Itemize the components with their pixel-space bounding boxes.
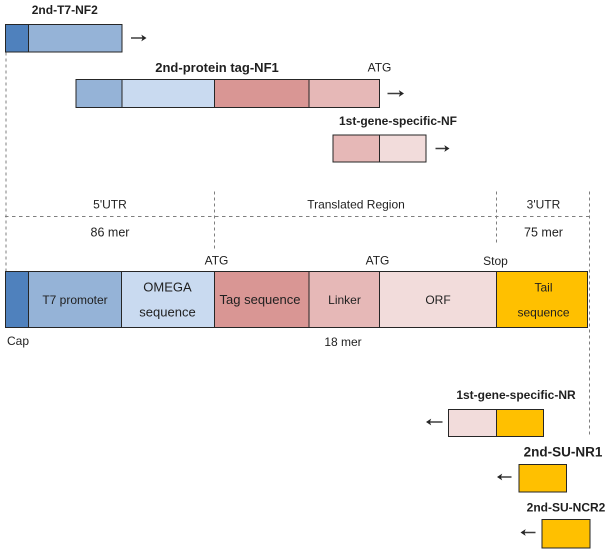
svg-text:86 mer: 86 mer xyxy=(91,226,130,240)
svg-text:75 mer: 75 mer xyxy=(524,226,563,240)
svg-text:ORF: ORF xyxy=(425,293,450,307)
svg-text:Translated Region: Translated Region xyxy=(307,198,405,212)
svg-text:Cap: Cap xyxy=(7,334,29,348)
svg-text:Linker: Linker xyxy=(328,293,361,307)
svg-text:Stop: Stop xyxy=(483,254,508,268)
svg-text:2nd-T7-NF2: 2nd-T7-NF2 xyxy=(32,3,98,17)
svg-text:1st-gene-specific-NF: 1st-gene-specific-NF xyxy=(339,114,457,128)
svg-text:sequence: sequence xyxy=(517,306,569,320)
svg-text:Tail: Tail xyxy=(534,281,552,295)
svg-text:ATG: ATG xyxy=(366,254,390,268)
svg-text:Tag sequence: Tag sequence xyxy=(220,292,301,307)
svg-text:2nd-SU-NCR2: 2nd-SU-NCR2 xyxy=(527,501,606,515)
svg-text:2nd-SU-NR1: 2nd-SU-NR1 xyxy=(524,445,603,460)
svg-text:3'UTR: 3'UTR xyxy=(527,198,561,212)
svg-text:2nd-protein tag-NF1: 2nd-protein tag-NF1 xyxy=(155,60,279,75)
svg-text:sequence: sequence xyxy=(139,305,195,320)
svg-text:ATG: ATG xyxy=(205,254,229,268)
svg-text:1st-gene-specific-NR: 1st-gene-specific-NR xyxy=(456,388,576,402)
svg-text:5'UTR: 5'UTR xyxy=(93,198,127,212)
svg-text:ATG: ATG xyxy=(368,61,392,75)
svg-text:T7 promoter: T7 promoter xyxy=(42,293,107,307)
svg-text:OMEGA: OMEGA xyxy=(143,280,192,295)
svg-text:18 mer: 18 mer xyxy=(324,335,361,349)
